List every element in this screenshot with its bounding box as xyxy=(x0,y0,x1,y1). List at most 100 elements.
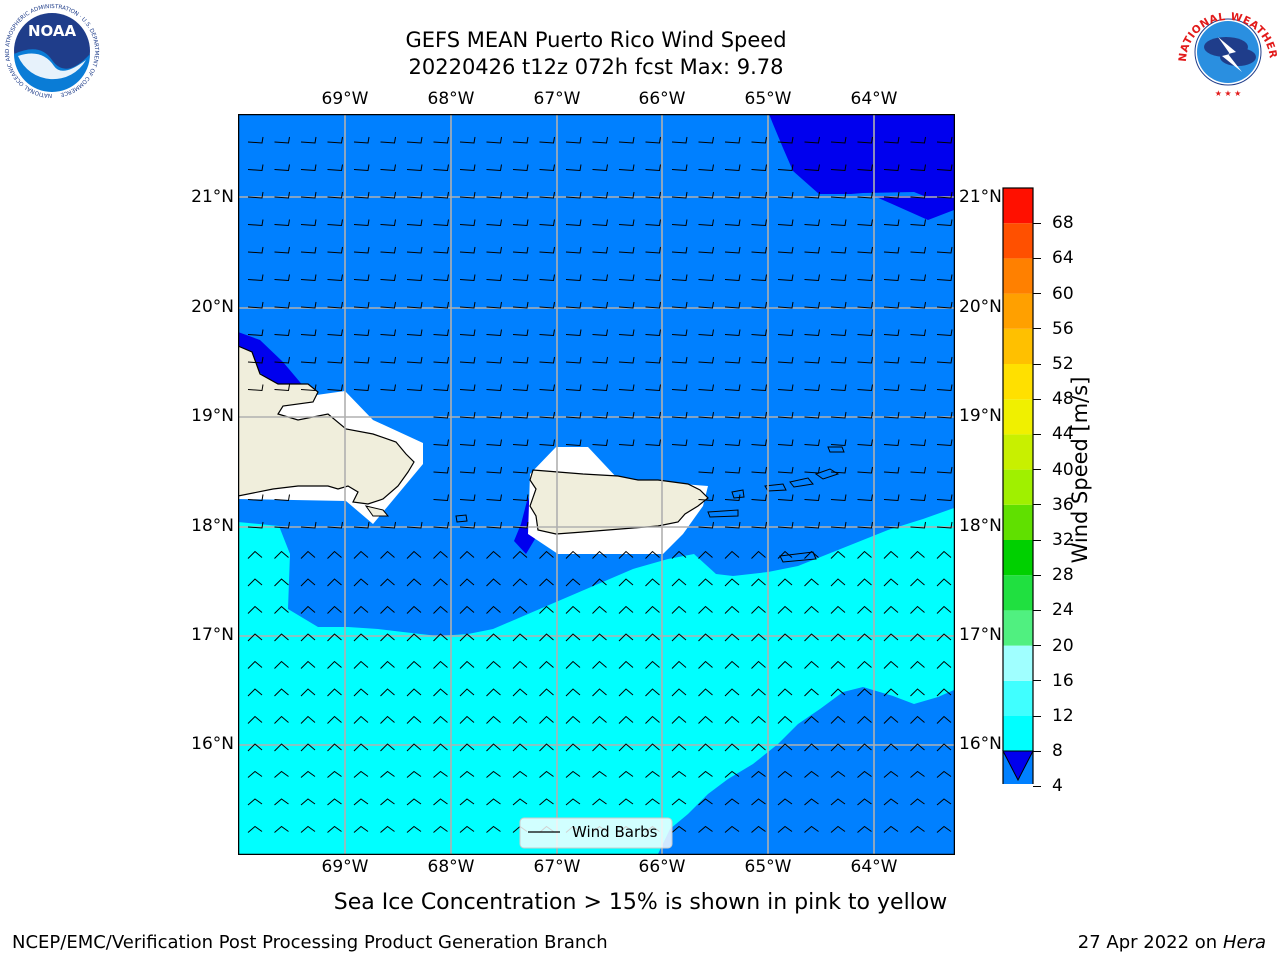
colorbar-tick-label: 4 xyxy=(1052,776,1063,797)
wind-barb xyxy=(300,578,316,587)
wind-barbs-legend-label: Wind Barbs xyxy=(572,823,658,841)
wind-barb xyxy=(512,246,529,254)
wind-barb xyxy=(565,136,582,144)
wind-barb xyxy=(830,521,847,529)
colorbar-tick-label: 56 xyxy=(1052,318,1074,339)
wind-barb xyxy=(512,274,529,282)
wind-barb xyxy=(247,191,264,199)
wind-barb xyxy=(380,550,395,559)
wind-barb xyxy=(910,466,926,474)
wind-barb xyxy=(433,688,448,697)
wind-barb xyxy=(910,329,926,337)
wind-barb xyxy=(724,633,740,642)
wind-barb xyxy=(486,191,502,199)
wind-barb xyxy=(592,164,608,172)
wind-barb xyxy=(857,136,873,144)
colorbar-tick-label: 12 xyxy=(1052,706,1074,726)
wind-barb xyxy=(486,274,502,282)
wind-barb xyxy=(724,191,741,199)
wind-barb xyxy=(327,219,343,227)
lat-label-right-21n: 21°N xyxy=(959,187,1002,207)
wind-barb xyxy=(724,356,741,364)
wind-barb xyxy=(698,578,713,587)
wind-barb xyxy=(618,329,635,337)
wind-barb xyxy=(618,301,635,309)
wind-barb xyxy=(565,743,581,752)
wind-barb xyxy=(857,715,872,724)
wind-barb xyxy=(539,439,555,447)
wind-barb xyxy=(300,633,316,642)
wind-barb xyxy=(459,578,475,587)
wind-barb xyxy=(698,136,714,144)
wind-barb xyxy=(883,384,900,392)
wind-barb xyxy=(592,743,607,752)
wind-barb xyxy=(486,578,501,587)
wind-barb xyxy=(300,219,317,227)
wind-barb xyxy=(830,301,847,309)
wind-barb xyxy=(910,219,926,227)
wind-barb xyxy=(327,578,342,587)
wind-barb xyxy=(910,494,926,502)
wind-barb xyxy=(698,605,713,614)
wind-barb xyxy=(565,633,581,642)
wind-barb xyxy=(565,439,582,447)
wind-barb xyxy=(565,411,582,419)
wind-barb xyxy=(857,246,873,254)
wind-barb xyxy=(618,605,634,614)
wind-barb xyxy=(645,274,661,282)
wind-barb xyxy=(433,798,448,806)
wind-barb xyxy=(486,688,501,697)
wind-barb xyxy=(592,578,607,587)
wind-barb xyxy=(486,633,501,642)
wind-barb xyxy=(830,274,847,282)
wind-barb xyxy=(936,411,953,419)
colorbar-cell xyxy=(1003,364,1033,400)
wind-barb xyxy=(327,605,342,614)
wind-barb xyxy=(327,136,343,144)
wind-barb xyxy=(936,770,952,778)
wind-speed-map[interactable]: Wind Barbs xyxy=(238,114,955,855)
wind-barb xyxy=(883,301,900,309)
wind-barb xyxy=(247,329,264,337)
wind-barb xyxy=(353,219,370,227)
wind-barb xyxy=(830,191,847,199)
wind-barb xyxy=(645,550,660,559)
wind-barb xyxy=(247,770,263,778)
colorbar-cell xyxy=(1003,469,1033,505)
wind-barb xyxy=(512,578,528,587)
wind-barb xyxy=(777,439,794,447)
wind-barb xyxy=(830,466,847,474)
wind-barb xyxy=(459,521,476,529)
lat-label-left-18n: 18°N xyxy=(191,516,234,536)
land-st-croix xyxy=(779,551,817,563)
wind-barb xyxy=(830,770,846,778)
wind-barb xyxy=(247,715,263,724)
wind-barb xyxy=(724,578,740,587)
wind-barb xyxy=(353,633,369,642)
wind-barb xyxy=(539,384,555,392)
wind-field-8-12 xyxy=(238,508,954,854)
wind-barb xyxy=(539,798,554,806)
wind-barb xyxy=(565,770,581,778)
land-virgin-islands-2 xyxy=(789,477,814,488)
wind-barb xyxy=(751,439,767,447)
wind-barb xyxy=(380,136,396,144)
wind-barb xyxy=(910,715,925,724)
wind-barb xyxy=(830,164,847,172)
wind-barb xyxy=(777,219,794,227)
lat-label-right-16n: 16°N xyxy=(959,734,1002,754)
wind-barb xyxy=(618,798,634,806)
wind-barb xyxy=(857,411,873,419)
wind-barb xyxy=(459,770,475,778)
wind-barb xyxy=(724,521,741,529)
wind-barb xyxy=(857,743,872,752)
wind-barb xyxy=(671,274,688,282)
wind-barb xyxy=(486,356,502,364)
wind-barb xyxy=(459,219,476,227)
wind-barb xyxy=(936,825,952,833)
colorbar-tick-mark xyxy=(1033,715,1041,717)
wind-barb xyxy=(486,384,502,392)
wind-barb xyxy=(804,411,820,419)
wind-barb xyxy=(459,550,475,559)
colorbar-tick-mark xyxy=(1033,609,1041,611)
